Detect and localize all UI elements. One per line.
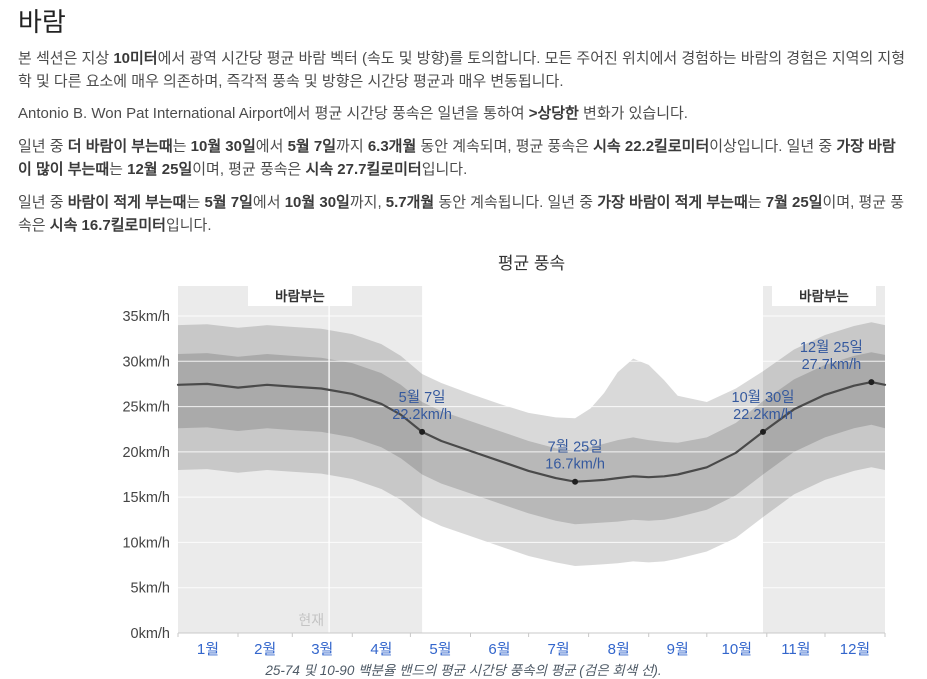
page-title: 바람 <box>18 7 66 37</box>
annotation-value: 22.2km/h <box>733 407 793 423</box>
annotation-dot <box>868 379 875 386</box>
season-label: 바람부는 <box>799 289 849 304</box>
paragraph-3: 일년 중 더 바람이 부는때는 10월 30일에서 5월 7일까지 6.3개월 … <box>18 138 896 179</box>
x-axis-month-label: 9월 <box>667 641 689 658</box>
band-10-90 <box>178 322 885 567</box>
paragraph-2: Antonio B. Won Pat International Airport… <box>18 105 688 123</box>
x-axis-month-label: 1월 <box>197 641 219 658</box>
annotation-date: 7월 25일 <box>548 439 603 456</box>
y-axis-label: 25km/h <box>122 400 170 416</box>
y-axis-label: 5km/h <box>131 581 171 597</box>
x-axis-month-label: 2월 <box>254 641 276 658</box>
windy-season-band <box>763 286 885 634</box>
annotation-date: 12월 25일 <box>800 340 863 357</box>
annotation-dot <box>760 429 766 436</box>
annotation-date: 5월 7일 <box>399 389 446 406</box>
x-axis-month-label: 3월 <box>311 641 333 658</box>
average-wind-speed-figure: 평균 풍속 현재 1월 2월 3월 4월 5월 6월 7월 8월 9월 10월 11월 12월 0km/h… <box>0 247 927 679</box>
y-axis-label: 30km/h <box>122 355 170 371</box>
now-label: 현재 <box>298 612 324 628</box>
annotation-date: 10월 30일 <box>732 389 795 406</box>
x-axis-month-label: 7월 <box>548 641 570 658</box>
annotation-dot <box>572 479 579 486</box>
paragraph-4: 일년 중 바람이 적게 부는때는 5월 7일에서 10월 30일까지, 5.7개… <box>18 193 905 234</box>
season-label: 바람부는 <box>275 289 325 304</box>
x-axis-month-label: 11월 <box>781 641 810 658</box>
paragraph-1: 본 섹션은 지상 10미터에서 광역 시간당 평균 바람 벡터 (속도 및 방향… <box>18 49 906 90</box>
y-axis-label: 15km/h <box>122 491 170 507</box>
annotation-value: 22.2km/h <box>392 407 452 423</box>
season-label-box <box>248 286 352 307</box>
y-axis-label: 20km/h <box>122 445 170 461</box>
wind-description: 본 섹션은 지상 10미터에서 광역 시간당 평균 바람 벡터 (속도 및 방향… <box>18 48 909 238</box>
annotation-value: 16.7km/h <box>545 457 605 473</box>
y-axis-label: 0km/h <box>131 626 171 642</box>
y-axis-label: 35km/h <box>122 309 170 325</box>
annotation-value: 27.7km/h <box>802 358 862 374</box>
x-axis-month-label: 6월 <box>488 641 510 658</box>
average-wind-speed-chart[interactable]: 현재 1월 2월 3월 4월 5월 6월 7월 8월 9월 10월 11월 12월 0km/h 5km/h 1… <box>0 278 927 658</box>
windy-season-band <box>178 286 423 634</box>
x-axis-month-label: 10월 <box>722 641 753 658</box>
y-axis-label: 10km/h <box>122 536 170 552</box>
chart-caption: 25-74 및 10-90 백분율 밴드의 평균 시간당 풍속의 평균 (검은 … <box>265 663 662 679</box>
x-axis-month-label: 4월 <box>370 641 392 658</box>
x-axis-month-label: 5월 <box>429 641 451 658</box>
season-label-box <box>772 286 876 307</box>
x-axis-month-label: 8월 <box>608 641 630 658</box>
x-axis-month-label: 12월 <box>840 641 871 658</box>
chart-title: 평균 풍속 <box>497 254 566 274</box>
annotation-dot <box>419 429 426 436</box>
